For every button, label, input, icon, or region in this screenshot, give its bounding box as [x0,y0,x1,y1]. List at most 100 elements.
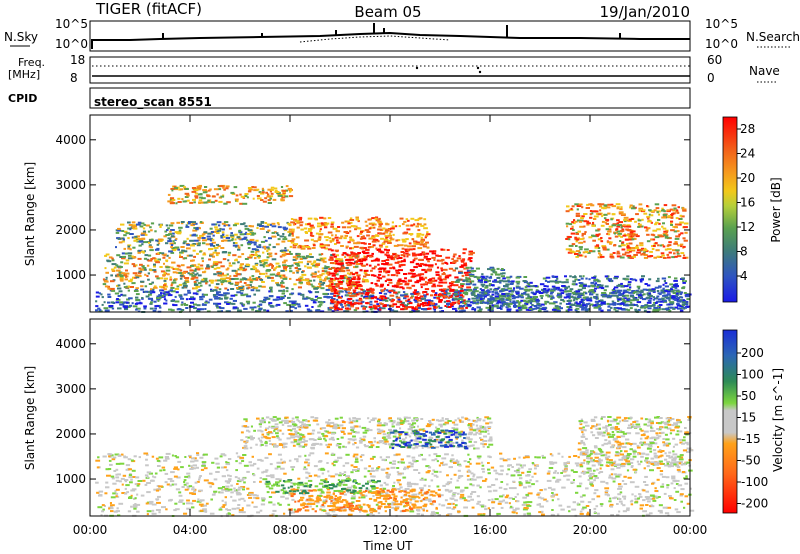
range-gate-cell [190,305,195,308]
range-gate-cell [354,228,357,231]
range-gate-cell [180,246,185,248]
range-gate-cell [309,505,312,508]
range-gate-cell [613,277,618,280]
range-gate-cell [568,238,571,241]
range-gate-cell [515,507,519,510]
range-gate-cell [444,463,448,466]
range-gate-cell [656,296,658,299]
range-gate-cell [371,217,376,220]
range-gate-cell [597,203,601,206]
range-gate-cell [233,186,238,189]
range-gate-cell [307,472,311,475]
range-gate-cell [193,283,199,286]
range-gate-cell [587,285,591,288]
range-gate-cell [380,237,384,240]
range-gate-cell [600,224,605,227]
range-gate-cell [263,309,266,312]
range-gate-cell [658,285,662,288]
range-gate-cell [664,236,670,239]
range-gate-cell [386,249,390,252]
range-gate-cell [381,262,385,265]
range-gate-cell [623,475,627,478]
range-gate-cell [610,241,613,244]
range-gate-cell [491,501,495,504]
range-gate-cell [372,305,377,308]
range-gate-cell [276,222,280,224]
range-gate-cell [110,301,115,304]
range-gate-cell [232,254,237,257]
nsky-spikes [162,23,621,39]
range-gate-cell [451,502,455,505]
range-gate-cell [231,239,234,242]
range-gate-cell [262,259,265,262]
range-gate-cell [570,481,575,484]
range-gate-cell [238,230,242,233]
range-gate-cell [159,266,163,268]
range-gate-cell [403,468,406,471]
range-gate-cell [558,295,563,298]
range-gate-cell [385,304,390,307]
range-gate-cell [674,226,678,229]
range-gate-cell [655,221,659,224]
range-gate-cell [464,486,469,489]
range-gate-cell [629,250,632,253]
range-gate-cell [139,268,145,271]
range-gate-cell [664,285,669,288]
range-gate-cell [221,228,225,231]
range-gate-cell [502,277,506,280]
range-gate-cell [636,244,639,247]
range-gate-cell [570,304,576,306]
range-gate-cell [539,283,545,286]
range-gate-cell [602,294,607,296]
range-gate-cell [220,236,224,239]
range-gate-cell [422,245,427,248]
range-gate-cell [297,268,302,271]
range-gate-cell [213,302,218,305]
range-gate-cell [130,489,136,492]
range-gate-cell [612,301,617,304]
range-gate-cell [242,237,247,240]
range-gate-cell [163,288,167,291]
range-gate-cell [484,295,487,298]
range-gate-cell [334,236,339,239]
range-gate-cell [399,303,404,306]
range-gate-cell [555,286,560,289]
range-gate-cell [452,261,457,264]
range-gate-cell [635,213,639,216]
range-gate-cell [151,269,157,272]
range-gate-cell [149,239,152,242]
range-gate-cell [323,223,328,226]
range-gate-cell [613,286,619,289]
range-gate-cell [639,507,643,510]
range-gate-cell [353,253,358,256]
range-gate-cell [575,240,578,243]
range-gate-cell [396,274,399,277]
range-gate-cell [301,271,304,274]
range-gate-cell [270,305,275,308]
range-gate-cell [340,303,343,306]
range-gate-cell [398,264,403,267]
range-gate-cell [358,284,362,286]
range-gate-cell [576,237,580,240]
range-gate-cell [465,306,468,309]
range-gate-cell [304,239,310,242]
range-gate-cell [111,477,115,480]
range-gate-cell [210,253,214,256]
range-gate-cell [499,279,504,282]
range-gate-cell [155,261,160,264]
range-gate-cell [565,222,570,225]
range-gate-cell [107,287,111,290]
range-gate-cell [199,475,202,477]
range-gate-cell [152,257,156,260]
range-gate-cell [664,248,668,251]
range-gate-cell [294,458,299,461]
range-gate-cell [201,278,205,281]
range-gate-cell [242,267,246,270]
range-gate-cell [633,254,638,256]
range-gate-cell [291,232,294,235]
range-gate-cell [462,248,467,251]
range-gate-cell [607,203,611,206]
range-gate-cell [606,241,612,244]
range-gate-cell [554,281,560,284]
